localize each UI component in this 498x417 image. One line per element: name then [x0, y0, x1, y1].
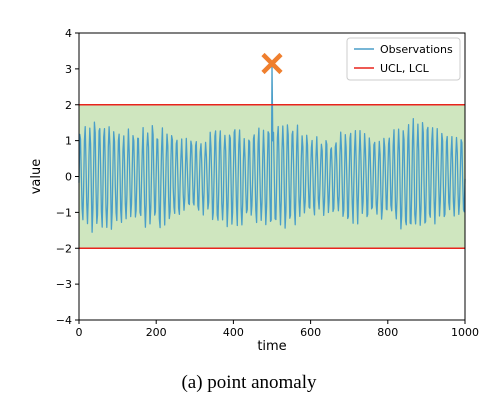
x-axis-label: time	[257, 339, 286, 354]
legend-entry: Observations	[380, 43, 453, 56]
y-tick-label: 1	[65, 135, 72, 148]
chart: 0 200 400 600 800 1000 −4 −3 −2 −1 0 1 2 3 4 time value O…	[29, 27, 479, 354]
x-tick-label: 200	[146, 326, 167, 339]
y-tick-label: −1	[56, 206, 72, 219]
y-tick-label: 0	[65, 171, 72, 184]
legend-entry: UCL, LCL	[380, 62, 430, 75]
figure-caption: (a) point anomaly	[181, 372, 317, 393]
x-tick-label: 600	[300, 326, 321, 339]
y-tick-label: −2	[56, 242, 72, 255]
x-tick-label: 800	[377, 326, 398, 339]
y-tick-label: −3	[56, 278, 72, 291]
y-tick-label: 4	[65, 27, 72, 40]
y-axis-label: value	[29, 159, 44, 195]
x-tick-label: 1000	[451, 326, 479, 339]
x-tick-label: 0	[76, 326, 83, 339]
x-tick-label: 400	[223, 326, 244, 339]
y-tick-label: 2	[65, 99, 72, 112]
y-tick-label: 3	[65, 63, 72, 76]
legend-box	[346, 37, 461, 81]
anomaly-marker	[261, 52, 283, 75]
y-tick-label: −4	[56, 314, 72, 327]
